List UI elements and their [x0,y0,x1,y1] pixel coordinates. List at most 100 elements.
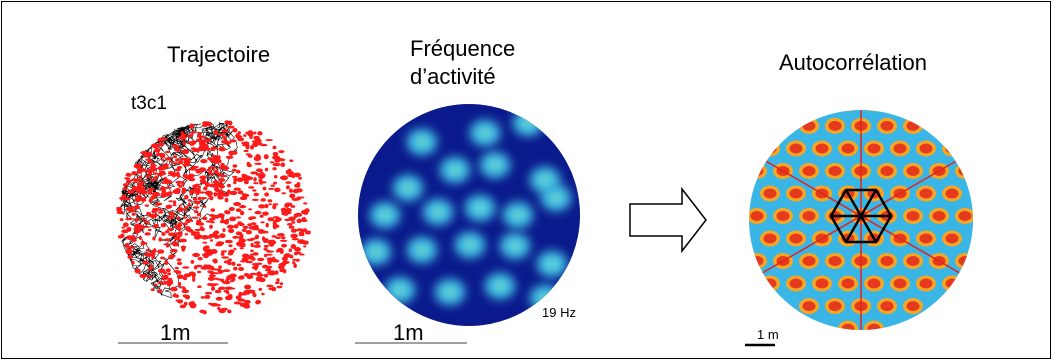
spike-mark [148,170,153,176]
spike-mark [248,226,255,230]
spike-mark [167,227,174,231]
spike-mark [220,174,227,178]
spike-mark [209,217,216,221]
spike-mark [291,221,296,224]
spike-mark [143,221,150,224]
spike-mark [304,230,312,235]
spike-mark [303,245,307,248]
spike-mark [167,171,174,175]
spike-mark [152,207,159,212]
spike-mark [254,265,258,271]
spike-mark [127,246,135,249]
spike-mark [209,196,214,201]
spike-mark [182,276,188,281]
spike-mark [157,142,165,147]
spike-mark [254,234,260,240]
spike-mark [199,226,204,231]
spike-mark [183,216,188,219]
spike-mark [190,301,195,304]
spike-mark [171,162,180,165]
spike-mark [214,159,222,164]
spike-mark [209,274,216,278]
spike-mark [209,224,213,229]
spike-mark [160,153,166,159]
spike-mark [161,189,167,193]
spike-mark [213,230,220,235]
spike-mark [294,212,303,217]
spike-mark [148,275,153,279]
firing-fields [361,110,571,311]
spike-mark [280,175,289,181]
spike-mark [231,261,236,266]
spike-mark [201,123,208,127]
spike-mark [165,205,171,209]
spike-mark [158,237,162,242]
spike-mark [194,200,201,205]
spike-mark [292,261,296,265]
spike-mark [272,145,277,150]
spike-mark [170,286,178,292]
spike-mark [239,260,248,263]
spike-mark [238,222,245,227]
spike-mark [116,206,123,212]
spike-mark [197,285,202,289]
spike-mark [227,125,235,129]
trajectory-title: Trajectoire [167,42,271,67]
spike-mark [179,304,186,309]
spike-mark [218,270,223,274]
spike-mark [127,255,134,259]
spike-mark [280,239,288,242]
spike-mark [239,247,244,250]
spike-mark [204,138,212,143]
spike-mark [181,181,185,186]
spike-mark [189,302,197,308]
spike-mark [267,217,274,222]
spike-mark [175,158,179,162]
spike-mark [192,277,196,282]
spike-mark [165,157,172,161]
spike-mark [160,223,167,228]
spike-mark [133,218,141,222]
spike-mark [183,158,191,162]
spike-mark [210,221,215,224]
spike-mark [258,173,266,178]
spike-mark [160,158,165,161]
spike-mark [293,172,302,178]
spike-mark [191,216,199,219]
spike-mark [284,211,292,215]
spike-mark [278,265,285,270]
spike-mark [134,230,139,234]
spike-mark [164,260,169,266]
spike-mark [290,244,297,249]
spike-mark [286,223,293,226]
spike-mark [124,177,130,180]
spike-mark [233,224,239,229]
spike-mark [284,202,293,207]
spike-mark [233,266,238,271]
spike-mark [208,214,216,217]
spike-mark [251,198,259,201]
spike-mark [172,189,180,195]
spike-mark [263,273,269,278]
spike-mark [121,229,129,234]
firing-field [530,285,560,311]
spike-mark [265,222,269,228]
spike-mark [247,260,253,264]
spike-mark [226,121,231,124]
spike-mark [263,238,269,242]
spike-mark [182,141,187,146]
spike-mark [240,204,245,208]
spike-mark [200,159,208,164]
spike-mark [148,198,153,203]
spike-mark [295,258,300,262]
spike-mark [288,171,295,176]
spike-mark [210,286,216,291]
spike-mark [272,167,277,171]
spike-mark [271,286,277,292]
spike-mark [236,263,242,267]
spike-mark [220,252,225,256]
spike-mark [228,207,235,211]
spike-mark [241,228,247,232]
spike-mark [203,186,208,191]
spike-mark [197,185,201,189]
